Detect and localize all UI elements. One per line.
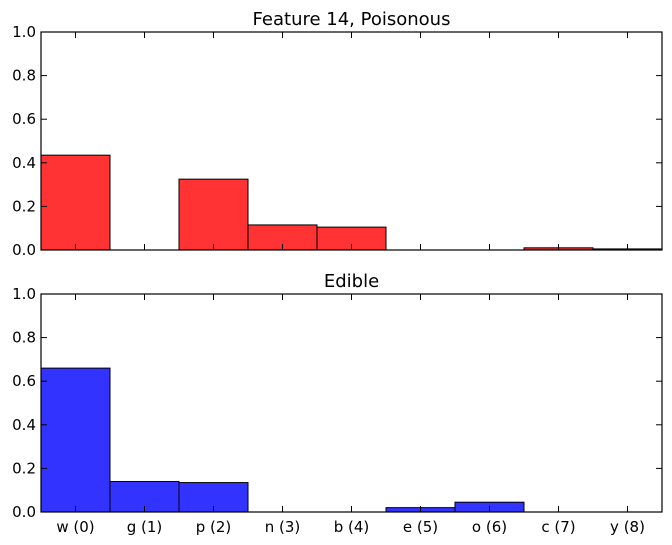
- chart-poisonous: Feature 14, Poisonous 0.0 0.2 0.4 0.6 0.8 1.0: [12, 9, 663, 259]
- ytick-label-edible-3: 0.6: [12, 372, 36, 390]
- bar-poisonous-2: [178, 178, 249, 251]
- xtick-label-edible-6: o (6): [472, 518, 507, 536]
- ytick-label-edible-2: 0.4: [12, 416, 36, 434]
- chart-title-poisonous: Feature 14, Poisonous: [253, 9, 451, 30]
- ytick-label-poisonous-0: 0.0: [12, 241, 36, 259]
- ytick-label-poisonous-1: 0.2: [12, 197, 36, 215]
- xtick-label-edible-8: y (8): [610, 518, 645, 536]
- xtick-label-edible-5: e (5): [403, 518, 438, 536]
- chart-edible: Edible 0.0 0.2 0.4 0.6 0.8 1.0 w (0) g (1) p (2)…: [12, 271, 663, 536]
- ytick-label-poisonous-3: 0.6: [12, 110, 36, 128]
- xtick-label-edible-0: w (0): [56, 518, 94, 536]
- plot-frame-edible: [40, 293, 663, 513]
- ytick-label-edible-0: 0.0: [12, 503, 36, 521]
- ytick-label-edible-5: 1.0: [12, 285, 36, 303]
- xtick-label-edible-4: b (4): [334, 518, 370, 536]
- plot-frame-poisonous: [40, 31, 663, 251]
- ytick-label-poisonous-2: 0.4: [12, 154, 36, 172]
- xtick-label-edible-2: p (2): [196, 518, 232, 536]
- ytick-label-edible-1: 0.2: [12, 459, 36, 477]
- ytick-label-edible-4: 0.8: [12, 329, 36, 347]
- xtick-label-edible-1: g (1): [127, 518, 163, 536]
- ytick-label-poisonous-4: 0.8: [12, 67, 36, 85]
- xtick-label-edible-7: c (7): [541, 518, 575, 536]
- chart-title-edible: Edible: [324, 271, 379, 292]
- bar-poisonous-0: [40, 154, 111, 251]
- ytick-label-poisonous-5: 1.0: [12, 23, 36, 41]
- xtick-label-edible-3: n (3): [265, 518, 301, 536]
- bar-edible-0: [40, 367, 111, 513]
